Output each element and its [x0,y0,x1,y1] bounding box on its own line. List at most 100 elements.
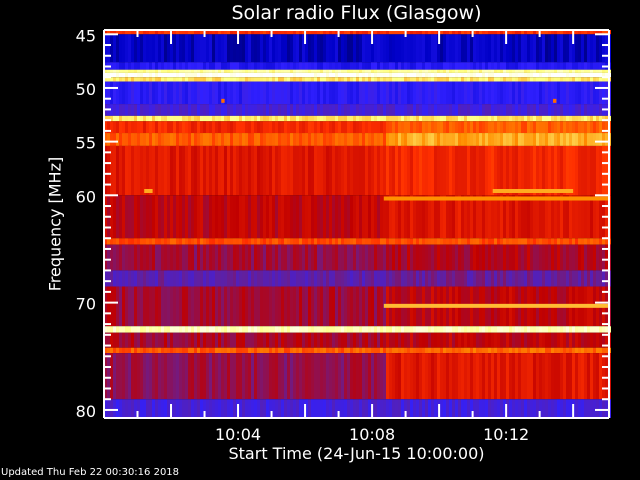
spectrogram-cell [476,72,479,78]
spectrogram-cell [380,133,383,146]
spectrogram-cell [365,270,368,287]
spectrogram-cell [563,77,566,82]
spectrogram-cell [482,133,485,146]
spectrogram-cell [251,270,254,287]
spectrogram-cell [266,81,269,105]
spectrogram-cell [383,238,386,245]
spectrogram-cell [236,347,239,354]
emission-feature [492,188,574,193]
spectrogram-cell [524,399,527,418]
spectrogram-cell [473,399,476,418]
spectrogram-cell [473,69,476,73]
spectrogram-cell [593,145,596,196]
spectrogram-cell [224,347,227,354]
spectrogram-cell [350,133,353,146]
spectrogram-cell [551,195,554,239]
spectrogram-cell [122,332,125,348]
spectrogram-cell [110,115,113,122]
spectrogram-cell [578,332,581,348]
spectrogram-cell [107,115,110,122]
spectrogram-cell [551,104,554,116]
spectrogram-cell [260,286,263,327]
spectrogram-cell [296,81,299,105]
spectrogram-cell [338,104,341,116]
spectrogram-cell [134,326,137,333]
spectrogram-cell [266,104,269,116]
spectrogram-cell [200,104,203,116]
spectrogram-cell [194,72,197,78]
spectrogram-cell [401,270,404,287]
spectrogram-cell [218,332,221,348]
spectrogram-cell [446,115,449,122]
spectrogram-cell [596,104,599,116]
spectrogram-cell [161,104,164,116]
spectrogram-cell [371,72,374,78]
spectrogram-cell [602,353,605,400]
spectrogram-cell [551,133,554,146]
spectrogram-cell [206,332,209,348]
spectrogram-cell [185,244,188,271]
spectrogram-cell [500,72,503,78]
spectrogram-cell [176,270,179,287]
spectrogram-cell [428,72,431,78]
spectrogram-cell [260,347,263,354]
spectrogram-cell [308,326,311,333]
spectrogram-cell [512,270,515,287]
spectrogram-cell [530,399,533,418]
spectrogram-cell [233,244,236,271]
spectrogram-cell [359,115,362,122]
spectrogram-cell [434,195,437,239]
spectrogram-cell [137,34,140,63]
spectrogram-cell [470,72,473,78]
spectrogram-cell [173,77,176,82]
spectrogram-cell [110,244,113,271]
spectrogram-cell [239,238,242,245]
spectrogram-cell [185,115,188,122]
spectrogram-cell [155,326,158,333]
spectrogram-cell [395,121,398,134]
spectrogram-cell [461,270,464,287]
spectrogram-cell [302,145,305,196]
spectrogram-cell [206,195,209,239]
spectrogram-cell [185,133,188,146]
spectrogram-cell [110,121,113,134]
spectrogram-cell [596,270,599,287]
spectrogram-cell [530,353,533,400]
spectrogram-cell [296,34,299,63]
spectrogram-cell [425,332,428,348]
spectrogram-cell [503,399,506,418]
spectrogram-cell [191,81,194,105]
spectrogram-cell [305,347,308,354]
spectrogram-cell [344,326,347,333]
spectrogram-cell [569,81,572,105]
spectrogram-cell [455,270,458,287]
spectrogram-cell [482,30,485,35]
spectrogram-cell [449,238,452,245]
spectrogram-cell [584,104,587,116]
spectrogram-cell [281,104,284,116]
spectrogram-cell [296,72,299,78]
spectrogram-cell [200,69,203,73]
spectrogram-cell [125,81,128,105]
spectrogram-cell [176,115,179,122]
spectrogram-cell [419,238,422,245]
spectrogram-cell [575,326,578,333]
spectrogram-cell [542,34,545,63]
spectrogram-cell [341,195,344,239]
spectrogram-cell [320,332,323,348]
spectrogram-cell [464,77,467,82]
spectrogram-cell [545,77,548,82]
spectrogram-cell [257,238,260,245]
spectrogram-cell [248,69,251,73]
spectrogram-cell [332,34,335,63]
spectrogram-cell [461,104,464,116]
spectrogram-cell [263,121,266,134]
spectrogram-cell [434,133,437,146]
spectrogram-cell [356,332,359,348]
spectrogram-cell [575,270,578,287]
spectrogram-cell [209,121,212,134]
spectrogram-cell [539,270,542,287]
spectrogram-cell [134,30,137,35]
spectrogram-cell [320,30,323,35]
